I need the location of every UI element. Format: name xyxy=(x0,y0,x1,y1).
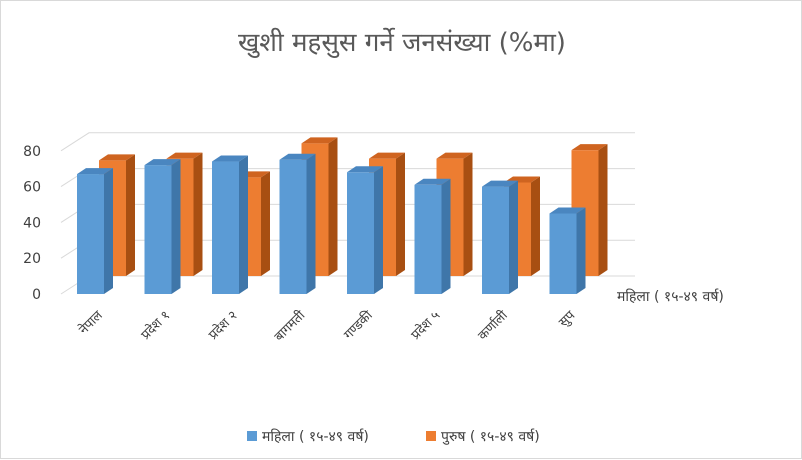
bar-side-face xyxy=(306,153,316,294)
bar-side-face xyxy=(261,171,270,276)
category-label: बागमती xyxy=(271,307,309,345)
bar-side-face xyxy=(396,152,405,276)
bar-side-face xyxy=(193,152,203,276)
bar-side-face xyxy=(126,154,135,276)
bar-side-face xyxy=(463,152,473,276)
y-tick-label: 60 xyxy=(23,180,41,196)
category-label: कर्णाली xyxy=(475,307,511,343)
bar-side-face xyxy=(239,155,248,294)
bar-front-face xyxy=(414,184,442,294)
gridline xyxy=(60,132,635,152)
bar-front-face xyxy=(279,159,307,294)
bar-top-face xyxy=(144,159,181,166)
bar-series-1 xyxy=(212,155,248,294)
bar-side-face xyxy=(598,144,608,276)
bar-series-1 xyxy=(347,166,383,294)
bar-series-1 xyxy=(144,159,181,294)
chart-title: खुशी महसुस गर्ने जनसंख्या (%मा) xyxy=(238,27,566,58)
bar-top-face xyxy=(99,154,135,161)
bar-side-face xyxy=(104,168,113,294)
category-label: नेपाल xyxy=(76,307,106,337)
bar-top-face xyxy=(77,168,113,175)
y-tick-label: 40 xyxy=(23,215,41,231)
bar-top-face xyxy=(166,152,203,159)
category-label: गण्डकी xyxy=(341,307,377,343)
bar-side-face xyxy=(441,178,451,294)
bar-top-face xyxy=(571,144,608,151)
bar-top-face xyxy=(482,180,518,187)
bar-top-face xyxy=(347,166,383,173)
bar-side-face xyxy=(328,137,338,276)
category-label: प्रदेश ५ xyxy=(408,307,444,343)
category-label: प्रदेश १ xyxy=(138,308,173,343)
depth-axis-label: महिला ( १५-४९ वर्ष) xyxy=(617,288,724,305)
y-tick-label: 0 xyxy=(32,287,41,303)
category-label: सुप xyxy=(556,308,578,330)
bar-side-face xyxy=(509,180,518,294)
y-tick-label: 80 xyxy=(23,144,41,160)
bar-top-face xyxy=(414,178,451,185)
bar-front-face xyxy=(482,186,509,294)
y-tick-label: 20 xyxy=(23,251,41,267)
bar-side-face xyxy=(531,176,540,276)
bar-side-face xyxy=(171,159,181,294)
bar-front-face xyxy=(347,172,374,294)
legend: महिला ( १५-४९ वर्ष) पुरुष ( १५-४९ वर्ष) xyxy=(247,428,540,445)
series-1-bars xyxy=(77,153,586,294)
bar-top-face xyxy=(212,155,248,162)
bar-front-face xyxy=(144,165,172,294)
bar-top-face xyxy=(369,152,405,159)
category-labels: नेपाल प्रदेश १ प्रदेश २ बागमती गण्डकी प्रदेश … xyxy=(76,307,579,345)
bar-series-1 xyxy=(77,168,113,294)
bar-top-face xyxy=(279,153,316,160)
bar-series-1 xyxy=(482,180,518,294)
bar-front-face xyxy=(549,213,577,294)
bar-front-face xyxy=(212,161,239,294)
bar-series-1 xyxy=(414,178,451,294)
bar-top-face xyxy=(549,207,586,214)
category-label: प्रदेश २ xyxy=(205,308,240,343)
legend-swatch xyxy=(426,431,436,441)
depth-axis-labels: महिला ( १५-४९ वर्ष) xyxy=(617,288,724,305)
bar-front-face xyxy=(77,174,104,294)
bar-top-face xyxy=(301,137,338,144)
legend-label: महिला ( १५-४९ वर्ष) xyxy=(262,428,369,445)
legend-label: पुरुष ( १५-४९ वर्ष) xyxy=(441,428,540,445)
y-axis-ticks: 0 20 40 60 80 xyxy=(23,144,41,303)
bar-series-1 xyxy=(279,153,316,294)
bar-series-1 xyxy=(549,207,586,294)
bar-side-face xyxy=(576,207,586,294)
legend-swatch xyxy=(247,431,257,441)
bar-top-face xyxy=(436,152,473,159)
bar-side-face xyxy=(374,166,383,294)
